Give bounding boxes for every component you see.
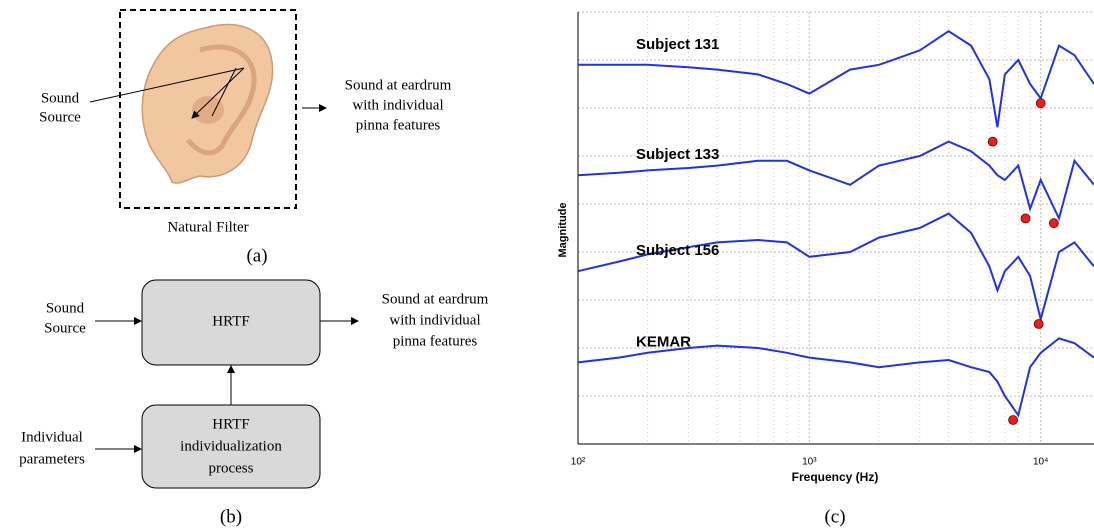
input-text: Sound	[41, 90, 80, 106]
box-text: process	[209, 460, 254, 476]
marker	[1035, 98, 1046, 109]
pointer-line	[89, 67, 245, 103]
series-name: Subject 133	[636, 146, 719, 163]
param-text: parameters	[19, 451, 85, 467]
box-text: HRTF	[212, 313, 249, 329]
output-text: Sound at eardrum	[345, 77, 452, 93]
output-text: with individual	[352, 97, 443, 113]
ear-canal	[192, 96, 224, 124]
box-text: individualization	[180, 438, 282, 454]
panel-label: (a)	[246, 245, 267, 266]
chart: 10² 10³ 10⁴ Subject 131 Subject 133 Subject 1…	[571, 11, 1094, 468]
param-text: Individual	[21, 429, 83, 445]
output-text: pinna features	[356, 117, 441, 133]
x-axis-label: Frequency (Hz)	[792, 470, 879, 484]
marker	[987, 136, 998, 147]
box-text: HRTF	[212, 416, 249, 432]
output-text: Sound at eardrum	[382, 291, 489, 307]
panel-label: (b)	[220, 506, 242, 527]
input-text: Source	[44, 320, 86, 336]
input-text: Source	[39, 109, 81, 125]
series-line	[577, 140, 1094, 222]
marker	[1048, 218, 1059, 229]
series-name: Subject 156	[636, 242, 719, 259]
marker	[1020, 213, 1031, 224]
x-tick-label: 10⁴	[1033, 457, 1048, 468]
series-line	[577, 212, 1094, 324]
series-line	[578, 30, 1094, 128]
filter-box	[119, 9, 297, 209]
pointer-line	[211, 67, 237, 117]
marker	[1008, 415, 1019, 425]
ear-fold	[186, 44, 257, 156]
x-tick-label: 10²	[571, 457, 586, 468]
panel-label: (c)	[824, 506, 845, 527]
series-line	[577, 337, 1094, 418]
marker	[1033, 319, 1044, 329]
x-tick-label: 10³	[802, 457, 817, 468]
y-axis-label: Magnitude	[557, 203, 569, 258]
caption: Natural Filter	[167, 219, 248, 235]
series-name: Subject 131	[636, 36, 719, 53]
series-name: KEMAR	[636, 333, 691, 350]
pointer-arrow	[191, 67, 245, 119]
input-text: Sound	[46, 300, 85, 316]
output-text: pinna features	[393, 333, 478, 349]
output-text: with individual	[389, 312, 480, 328]
